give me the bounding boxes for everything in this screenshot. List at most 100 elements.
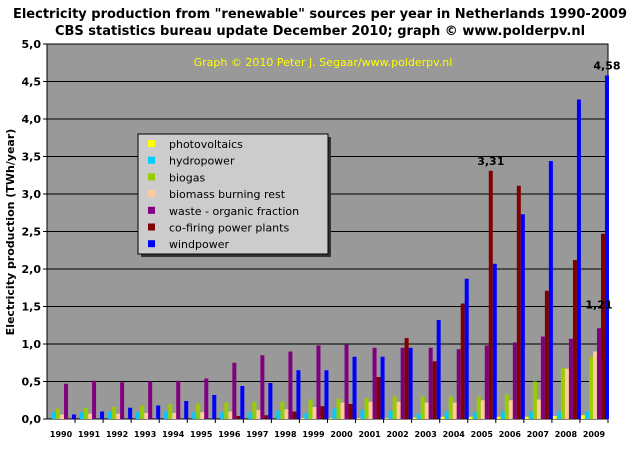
x-tick-label: 2004 [443,430,466,439]
bar [452,402,457,419]
bar [212,395,217,419]
legend-label: biogas [169,171,205,184]
bar [252,401,257,419]
bar [552,416,557,419]
bar [520,214,525,419]
bar [328,418,333,419]
bar [380,356,385,419]
x-tick-label: 1995 [190,430,213,439]
x-tick-label: 2003 [415,430,437,439]
bar [500,411,505,419]
bar [204,378,209,419]
bar [312,407,317,419]
x-tick-label: 2009 [583,430,606,439]
bar [344,344,349,419]
bar [276,410,281,419]
legend-label: windpower [169,238,229,251]
x-tick-label: 1991 [78,430,101,439]
bar [140,405,145,419]
legend-label: hydropower [169,155,235,168]
legend-swatch [148,173,155,181]
bar [556,411,561,419]
bar [192,412,197,419]
bar [248,412,253,419]
y-tick-label: 3,0 [22,188,42,201]
bar [340,402,345,419]
bar [304,413,309,419]
x-tick-label: 1998 [274,430,297,439]
bar [168,404,173,419]
bar [120,382,125,419]
bar [572,260,577,419]
bar [528,411,533,419]
bar [496,416,501,419]
bar [400,347,405,419]
bar [292,411,297,419]
bar [596,328,601,419]
x-tick-labels: 1990 1991 1992 1993 1994 1995 1996 1997 1998 1999… [50,419,609,439]
y-tick-label: 2,5 [22,226,42,239]
bar [412,417,417,419]
bar [356,418,361,419]
bar [524,416,529,419]
legend-label: waste - organic fraction [169,205,299,218]
bar [184,401,189,419]
bar [440,416,445,419]
bar [112,407,117,419]
x-tick-label: 1997 [246,430,268,439]
bar [224,402,229,419]
bar [280,401,285,419]
bar [164,411,169,419]
data-label: 1,21 [585,298,612,311]
bar [444,411,449,419]
annotations: 3,31 4,58 1,21 [477,60,620,312]
bar [372,347,377,419]
y-tick-label: 4,0 [22,113,42,126]
bar [176,380,181,419]
legend-box [137,133,329,255]
bar [156,405,161,419]
legend-label: co-firing power plants [169,222,289,235]
bar [172,413,177,419]
x-tick-label: 1999 [302,430,325,439]
bar [228,411,233,419]
y-tick-label: 1,0 [22,338,42,351]
x-tick-label: 1994 [162,430,185,439]
legend-swatch [148,206,155,214]
bar [416,413,421,419]
bar [56,408,61,419]
legend-label: biomass burning rest [169,188,286,201]
bar [476,396,481,419]
bar [84,407,89,419]
data-label: 3,31 [477,155,504,168]
x-tick-label: 1990 [50,430,73,439]
bar [88,413,93,419]
x-tick-label: 1996 [218,430,241,439]
bar [268,383,273,419]
y-axis-label: Electricity production (TWh/year) [4,129,17,336]
bar [508,400,513,419]
bar [564,368,569,419]
bar [580,415,585,419]
bar [536,399,541,419]
bar [196,403,201,419]
bar [64,383,69,419]
bar [364,398,369,419]
bar [396,401,401,419]
bar [72,414,77,419]
bar [256,410,261,419]
bar [460,303,465,419]
bars-group [52,75,609,419]
bar [408,347,413,419]
bar [324,370,329,419]
bar [300,418,305,419]
legend-label: photovoltaics [169,138,243,151]
bar [332,408,337,419]
x-tick-label: 2008 [555,430,578,439]
legend-swatch [148,190,155,198]
x-tick-label: 2006 [499,430,522,439]
bar [512,342,517,419]
legend-swatch [148,240,155,248]
bar [260,355,265,419]
